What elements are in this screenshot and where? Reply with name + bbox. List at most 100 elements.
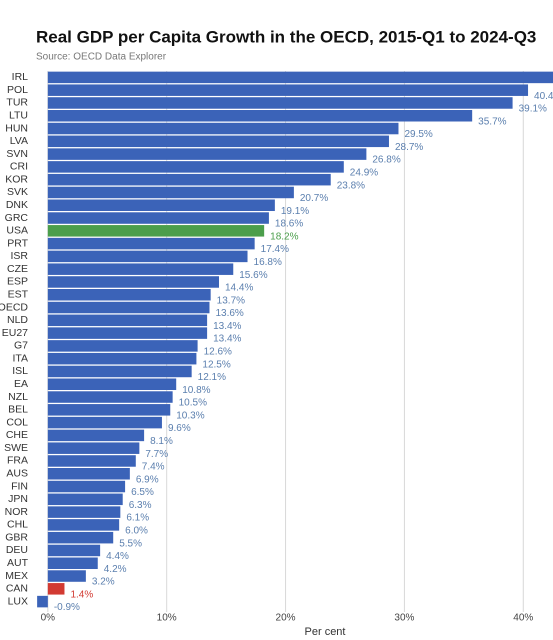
bar bbox=[47, 416, 162, 429]
value-label: 13.4% bbox=[213, 334, 241, 345]
value-label: 20.7% bbox=[300, 193, 328, 204]
y-tick-label: COL bbox=[6, 416, 28, 428]
value-label: 1.4% bbox=[70, 589, 93, 600]
bar bbox=[47, 583, 65, 595]
value-label: 6.1% bbox=[126, 513, 149, 524]
y-tick-label: NZL bbox=[8, 391, 28, 403]
value-label: 18.6% bbox=[275, 219, 303, 230]
y-tick-label: SVK bbox=[7, 186, 28, 198]
bar bbox=[47, 148, 367, 160]
bar bbox=[47, 493, 123, 506]
y-tick-label: KOR bbox=[5, 173, 28, 185]
y-tick-label: BEL bbox=[8, 404, 28, 416]
y-tick-label: EU27 bbox=[2, 327, 28, 339]
y-tick-label: ESP bbox=[7, 276, 28, 288]
value-label: 5.5% bbox=[119, 538, 142, 549]
x-tick-label: 40% bbox=[513, 613, 533, 624]
value-label: 12.1% bbox=[198, 372, 226, 383]
bar bbox=[47, 327, 208, 339]
bar bbox=[47, 352, 197, 365]
bar bbox=[47, 544, 101, 557]
y-tick-label: AUT bbox=[7, 557, 29, 569]
y-tick-label: SVN bbox=[6, 148, 28, 160]
y-tick-label: USA bbox=[6, 225, 28, 237]
value-label: 13.7% bbox=[217, 295, 245, 306]
y-tick-label: JPN bbox=[8, 493, 28, 505]
bar bbox=[47, 404, 171, 416]
y-tick-label: PRT bbox=[7, 237, 28, 249]
x-tick-label: 0% bbox=[41, 613, 56, 624]
value-label: 3.2% bbox=[92, 577, 115, 588]
value-label: 9.6% bbox=[168, 423, 191, 434]
y-tick-label: G7 bbox=[14, 340, 28, 352]
y-tick-label: POL bbox=[7, 84, 28, 96]
value-label: 28.7% bbox=[395, 142, 423, 153]
chart-subtitle: Source: OECD Data Explorer bbox=[36, 52, 167, 63]
value-label: 10.3% bbox=[176, 410, 204, 421]
bar bbox=[47, 84, 529, 96]
y-tick-label: LVA bbox=[10, 135, 28, 147]
y-tick-label: EA bbox=[14, 378, 28, 390]
y-tick-label: GRC bbox=[5, 212, 29, 224]
bar bbox=[47, 71, 553, 84]
y-tick-label: DEU bbox=[6, 544, 28, 556]
value-label: 14.4% bbox=[225, 283, 253, 294]
y-tick-label: NLD bbox=[7, 314, 28, 326]
y-tick-label: MEX bbox=[5, 570, 28, 582]
y-tick-label: CRI bbox=[10, 161, 28, 173]
bar bbox=[47, 263, 234, 275]
y-tick-label: FIN bbox=[11, 480, 28, 492]
value-label: 16.8% bbox=[254, 257, 282, 268]
bar bbox=[47, 135, 389, 148]
y-tick-label: EST bbox=[8, 289, 29, 301]
bar bbox=[47, 225, 265, 237]
bar bbox=[47, 340, 198, 352]
y-tick-label: IRL bbox=[12, 71, 29, 83]
value-label: 4.2% bbox=[104, 564, 127, 575]
y-tick-label: DNK bbox=[6, 199, 28, 211]
bar bbox=[47, 276, 219, 288]
y-tick-label: CAN bbox=[6, 583, 28, 595]
bar bbox=[47, 301, 210, 314]
y-tick-label: ITA bbox=[12, 352, 28, 364]
y-tick-label: AUS bbox=[6, 468, 28, 480]
bar bbox=[47, 519, 120, 531]
value-label: 40.4% bbox=[534, 91, 553, 102]
y-tick-label: CHE bbox=[6, 429, 28, 441]
bar bbox=[47, 506, 121, 518]
bar bbox=[47, 455, 136, 467]
y-tick-label: TUR bbox=[6, 97, 28, 109]
value-label: 17.4% bbox=[261, 244, 289, 255]
value-label: 6.3% bbox=[129, 500, 152, 511]
bar bbox=[47, 97, 513, 109]
bar bbox=[47, 442, 140, 454]
y-tick-label: CZE bbox=[7, 263, 28, 275]
bar bbox=[47, 314, 208, 327]
y-tick-label: LUX bbox=[8, 595, 28, 607]
bar bbox=[47, 557, 98, 570]
bar bbox=[47, 378, 177, 391]
y-tick-label: NOR bbox=[5, 506, 29, 518]
value-label: 10.5% bbox=[179, 398, 207, 409]
bar bbox=[47, 173, 331, 186]
value-label: 6.9% bbox=[136, 474, 159, 485]
y-tick-label: FRA bbox=[7, 455, 28, 467]
value-label: 8.1% bbox=[150, 436, 173, 447]
value-label: 12.6% bbox=[204, 347, 232, 358]
bar bbox=[47, 122, 399, 135]
value-label: 10.8% bbox=[182, 385, 210, 396]
value-label: 35.7% bbox=[478, 116, 506, 127]
value-label: 6.0% bbox=[125, 526, 148, 537]
y-tick-label: GBR bbox=[5, 531, 28, 543]
value-label: 7.7% bbox=[145, 449, 168, 460]
value-label: 39.1% bbox=[519, 104, 547, 115]
bar bbox=[47, 391, 173, 403]
value-label: 18.2% bbox=[270, 231, 298, 242]
x-tick-label: 30% bbox=[394, 613, 414, 624]
x-tick-label: 20% bbox=[276, 613, 296, 624]
value-label: -0.9% bbox=[54, 602, 80, 613]
chart-title: Real GDP per Capita Growth in the OECD, … bbox=[36, 27, 536, 46]
value-label: 15.6% bbox=[239, 270, 267, 281]
